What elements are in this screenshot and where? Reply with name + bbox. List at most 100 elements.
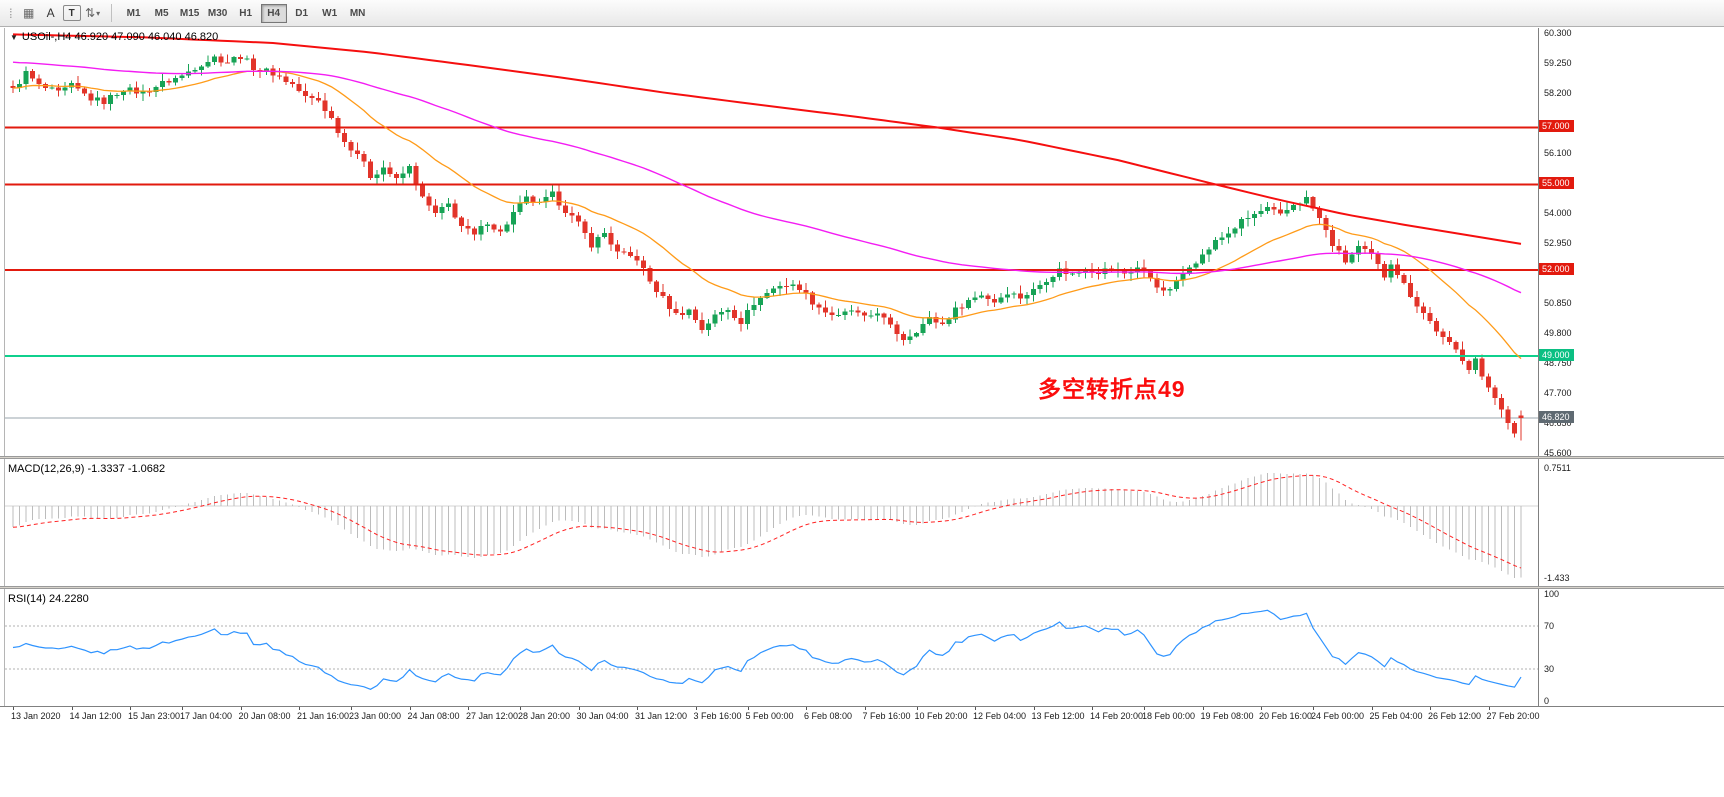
time-tick — [130, 707, 131, 710]
macd-histogram — [12, 472, 1522, 578]
rsi-axis-label: 70 — [1544, 621, 1555, 632]
price-badge: 52.000 — [1539, 263, 1574, 276]
time-axis[interactable]: 13 Jan 2020 14 Jan 12:00 15 Jan 23:00 17 Ja… — [0, 706, 1724, 722]
price-axis-label: 60.300 — [1544, 28, 1572, 38]
time-tick — [1430, 707, 1431, 710]
time-axis-label: 28 Jan 20:00 — [518, 711, 571, 721]
price-badge: 46.820 — [1539, 411, 1574, 424]
timeframe-button-m15[interactable]: M15 — [179, 7, 200, 19]
timeframe-button-h1[interactable]: H1 — [239, 7, 253, 19]
rsi-title: RSI(14) 24.2280 — [8, 593, 89, 605]
timeframe-button-d1[interactable]: D1 — [295, 7, 309, 19]
time-axis-label: 7 Feb 16:00 — [862, 711, 911, 721]
time-tick — [916, 707, 918, 710]
rsi-panel-canvas[interactable] — [5, 590, 1538, 705]
price-badge: 57.000 — [1539, 120, 1574, 133]
time-axis-label: 15 Jan 23:00 — [128, 711, 181, 721]
panel-divider[interactable] — [0, 586, 1724, 589]
time-tick — [1371, 707, 1373, 710]
time-axis-label: 14 Jan 12:00 — [69, 711, 122, 721]
time-tick — [182, 707, 183, 710]
price-axis-label: 58.200 — [1544, 87, 1572, 98]
text-tool-button[interactable]: T — [62, 5, 81, 21]
chart-frame-edge — [4, 28, 5, 722]
timeframe-group: M1 M5 M15 M30 H1 H4 D1 W1 MN — [120, 3, 372, 23]
time-tick — [299, 707, 300, 710]
time-axis-label: 3 Feb 16:00 — [693, 711, 742, 721]
bottom-margin — [0, 722, 1724, 797]
time-tick — [1261, 707, 1262, 710]
time-tick — [637, 707, 638, 710]
time-axis-label: 13 Feb 12:00 — [1031, 711, 1085, 721]
timeframe-button-h4[interactable]: H4 — [260, 3, 287, 23]
time-axis-label: 21 Jan 16:00 — [297, 711, 350, 721]
time-axis-label: 20 Jan 08:00 — [238, 711, 291, 721]
macd-panel-canvas[interactable] — [5, 460, 1538, 585]
time-tick — [1202, 707, 1204, 710]
time-axis-label: 23 Jan 00:00 — [349, 711, 402, 721]
symbol-dropdown-icon[interactable]: ▼ — [10, 32, 18, 42]
time-axis-label: 13 Jan 2020 — [11, 711, 61, 721]
time-tick — [409, 707, 411, 710]
time-axis-label: 18 Feb 00:00 — [1142, 711, 1196, 721]
price-badge: 49.000 — [1539, 348, 1574, 361]
price-axis-label: 56.100 — [1544, 147, 1572, 158]
price-axis-label: 54.000 — [1544, 207, 1572, 218]
time-tick — [747, 707, 749, 710]
time-axis-label: 27 Jan 12:00 — [466, 711, 519, 721]
time-axis-label: 12 Feb 04:00 — [973, 711, 1027, 721]
time-tick — [13, 707, 14, 710]
time-axis-label: 10 Feb 20:00 — [914, 711, 968, 721]
macd-axis-min: -1.433 — [1544, 573, 1570, 583]
macd-axis-max: 0.7511 — [1544, 463, 1571, 473]
time-tick — [1144, 707, 1145, 710]
price-axis-label: 59.250 — [1544, 57, 1572, 68]
price-axis-label: 47.700 — [1544, 387, 1572, 398]
indicators-button[interactable]: ⇅ ▾ — [83, 3, 103, 23]
time-tick — [240, 707, 242, 710]
time-axis-label: 24 Feb 00:00 — [1311, 711, 1365, 721]
time-axis-label: 17 Jan 04:00 — [180, 711, 233, 721]
rsi-axis-label: 100 — [1544, 589, 1560, 599]
price-chart-canvas[interactable] — [5, 28, 1538, 456]
price-badge: 55.000 — [1539, 177, 1574, 190]
price-axis-label: 49.800 — [1544, 327, 1572, 338]
time-axis-label: 26 Feb 12:00 — [1428, 711, 1482, 721]
time-axis-label: 20 Feb 16:00 — [1259, 711, 1313, 721]
time-tick — [578, 707, 580, 710]
time-axis-label: 14 Feb 20:00 — [1090, 711, 1144, 721]
time-axis-label: 6 Feb 08:00 — [804, 711, 853, 721]
time-tick — [1488, 707, 1490, 710]
time-tick — [695, 707, 697, 710]
timeframe-button-m1[interactable]: M1 — [126, 7, 141, 19]
price-axis-label: 45.600 — [1544, 447, 1572, 458]
arrow-tool-button[interactable]: A — [46, 6, 55, 20]
time-axis-label: 19 Feb 08:00 — [1200, 711, 1254, 721]
toolbar: ⁞ ▦ A T ⇅ ▾ M1 M5 M15 M30 H1 H4 D1 W1 MN — [0, 0, 1724, 27]
time-tick — [806, 707, 807, 710]
price-axis[interactable]: 60.300 59.250 58.200 56.100 54.000 52.950 50.8… — [1538, 28, 1724, 706]
time-tick — [351, 707, 352, 710]
timeframe-button-w1[interactable]: W1 — [322, 7, 338, 19]
timeframe-button-m30[interactable]: M30 — [207, 7, 228, 19]
toolbar-drag-handle[interactable]: ⁞ — [9, 5, 13, 21]
time-axis-label: 27 Feb 20:00 — [1486, 711, 1540, 721]
price-axis-label: 50.850 — [1544, 297, 1572, 308]
candles — [10, 53, 1524, 441]
chart-grid-icon[interactable]: ▦ — [22, 6, 35, 20]
timeframe-button-mn[interactable]: MN — [349, 7, 366, 19]
rsi-axis-label: 30 — [1544, 663, 1555, 674]
price-axis-label: 48.750 — [1544, 357, 1572, 368]
chart-title-text: USOil-,H4 46.920 47.090 46.040 46.820 — [21, 31, 219, 43]
rsi-axis-label: 0 — [1544, 696, 1550, 706]
time-tick — [71, 707, 73, 710]
time-axis-label: 24 Jan 08:00 — [407, 711, 460, 721]
timeframe-button-m5[interactable]: M5 — [154, 7, 169, 19]
time-tick — [468, 707, 469, 710]
time-tick — [975, 707, 976, 710]
time-axis-label: 25 Feb 04:00 — [1369, 711, 1423, 721]
time-tick — [1092, 707, 1093, 710]
panel-divider[interactable] — [0, 456, 1724, 459]
time-tick — [520, 707, 521, 710]
